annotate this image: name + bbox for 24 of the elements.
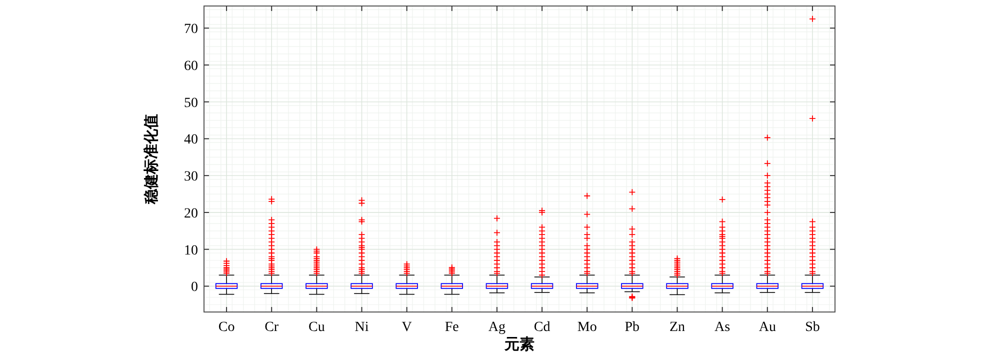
x-tick-label: Ag	[488, 320, 506, 335]
x-tick-label: Pb	[624, 320, 640, 335]
x-tick-label: Mo	[577, 320, 597, 335]
y-tick-label: 10	[184, 243, 198, 258]
y-tick-label: 40	[184, 132, 198, 148]
x-tick-label: Sb	[805, 320, 820, 335]
x-tick-label: As	[714, 320, 730, 335]
x-tick-label: Co	[218, 320, 235, 335]
y-tick-label: 70	[184, 22, 198, 38]
x-tick-label: Fe	[444, 320, 459, 335]
x-tick-label: Zn	[669, 320, 686, 335]
y-tick-label: 60	[184, 58, 198, 74]
x-axis-title: 元素	[504, 336, 534, 353]
x-tick-label: Ni	[354, 320, 369, 335]
y-tick-label: 0	[191, 280, 198, 296]
x-tick-label: Cd	[534, 320, 550, 335]
y-tick-label: 50	[184, 96, 198, 111]
x-tick-label: V	[402, 320, 412, 335]
x-tick-label: Cr	[264, 320, 279, 335]
y-tick-label: 20	[184, 206, 198, 222]
x-tick-label: Cu	[308, 320, 325, 335]
y-tick-label: 30	[184, 170, 198, 185]
y-axis-title: 稳健标准化值	[143, 114, 160, 205]
x-tick-label: Au	[758, 320, 776, 335]
